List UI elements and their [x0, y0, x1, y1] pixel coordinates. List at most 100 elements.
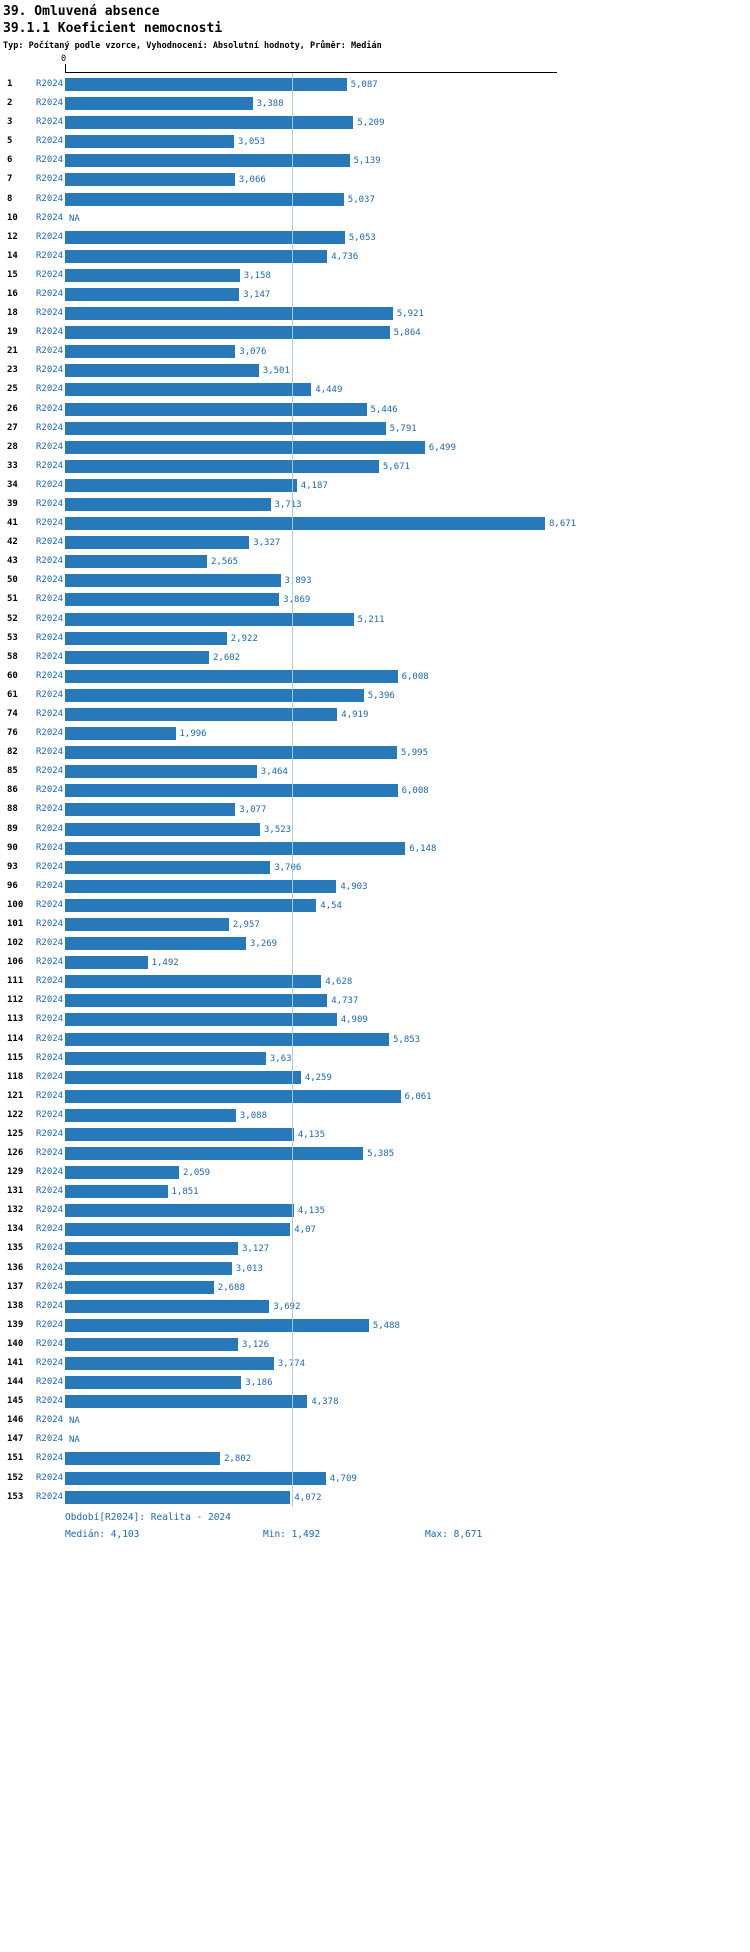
chart-row: 6 R2024 5,139	[0, 151, 750, 170]
legend-period: Období[R2024]: Realita - 2024	[65, 1512, 231, 1523]
row-category-label: 1	[7, 79, 13, 89]
value-label: 6,061	[404, 1091, 432, 1102]
chart-row: 58 R2024 2,602	[0, 648, 750, 667]
series-label: R2024	[36, 556, 64, 567]
value-label: 1,996	[179, 729, 207, 740]
bar	[65, 1051, 266, 1065]
row-category-label: 101	[7, 918, 24, 929]
bar	[65, 1108, 236, 1122]
series-label: R2024	[36, 785, 64, 796]
chart-row: 19 R2024 5,864	[0, 323, 750, 342]
row-category-label: 19	[7, 327, 18, 338]
bar	[65, 421, 386, 435]
bar	[65, 1242, 239, 1256]
row-category-label: 21	[7, 346, 18, 357]
bar	[65, 1127, 294, 1141]
chart-row: 101 R2024 2,957	[0, 915, 750, 934]
chart-row: 5 R2024 3,053	[0, 132, 750, 151]
chart-row: 74 R2024 4,919	[0, 705, 750, 724]
row-category-label: 135	[7, 1243, 24, 1254]
value-label: 3,464	[260, 767, 288, 778]
series-label: R2024	[36, 1377, 64, 1388]
series-label: R2024	[36, 365, 64, 376]
chart-row: 7 R2024 3,066	[0, 170, 750, 189]
bar	[65, 574, 281, 588]
value-label: 2,565	[211, 557, 239, 568]
chart-row: 15 R2024 3,158	[0, 266, 750, 285]
chart-row: 16 R2024 3,147	[0, 285, 750, 304]
row-category-label: 60	[7, 670, 18, 681]
chart-row: 106 R2024 1,492	[0, 953, 750, 972]
chart-row: 118 R2024 4,259	[0, 1068, 750, 1087]
bar	[65, 822, 260, 836]
bar	[65, 1261, 232, 1275]
series-label: R2024	[36, 1148, 64, 1159]
chart-row: 14 R2024 4,736	[0, 247, 750, 266]
value-label: 4,449	[315, 385, 343, 396]
series-label: R2024	[36, 1300, 64, 1311]
row-category-label: 34	[7, 479, 18, 490]
bar	[65, 803, 236, 817]
chart-row: 34 R2024 4,187	[0, 476, 750, 495]
bar	[65, 1185, 168, 1199]
series-label: R2024	[36, 728, 64, 739]
row-category-label: 131	[7, 1186, 24, 1197]
chart-row: 1 R2024 5,087	[0, 75, 750, 94]
row-category-label: 85	[7, 766, 18, 777]
chart-row: 86 R2024 6,008	[0, 781, 750, 800]
value-label: 4,628	[325, 977, 353, 988]
series-label: R2024	[36, 1128, 64, 1139]
row-category-label: 151	[7, 1453, 24, 1464]
series-label: R2024	[36, 1052, 64, 1063]
bar	[65, 154, 350, 168]
bar	[65, 135, 234, 149]
chart-rows: 1 R2024 5,087 2 R2024 3,388 3 R2024 5,209 5 R2024 3…	[0, 75, 750, 1507]
bar	[65, 1070, 301, 1084]
bar	[65, 612, 354, 626]
chart-row: 96 R2024 4,903	[0, 877, 750, 896]
bar	[65, 192, 344, 206]
series-label: R2024	[36, 976, 64, 987]
row-category-label: 115	[7, 1052, 24, 1063]
chart-row: 76 R2024 1,996	[0, 724, 750, 743]
series-label: R2024	[36, 327, 64, 338]
value-label: 2,957	[232, 919, 260, 930]
row-category-label: 132	[7, 1205, 24, 1216]
series-label: R2024	[36, 422, 64, 433]
row-category-label: 113	[7, 1014, 24, 1025]
bar	[65, 956, 148, 970]
value-label: 4,187	[300, 480, 328, 491]
bar	[65, 497, 271, 511]
series-label: R2024	[36, 288, 64, 299]
value-label: 6,008	[401, 786, 429, 797]
value-label: 2,922	[230, 633, 258, 644]
series-label: R2024	[36, 613, 64, 624]
stat-max: Max: 8,671	[425, 1529, 483, 1540]
series-label: R2024	[36, 231, 64, 242]
chart-row: 111 R2024 4,628	[0, 972, 750, 991]
chart-row: 141 R2024 3,774	[0, 1354, 750, 1373]
value-label: 4,378	[311, 1397, 339, 1408]
bar	[65, 249, 328, 263]
series-label: R2024	[36, 1205, 64, 1216]
row-category-label: 137	[7, 1281, 24, 1292]
bar	[65, 1376, 242, 1390]
series-label: R2024	[36, 1434, 64, 1445]
value-label: 6,499	[428, 442, 456, 453]
bar	[65, 631, 227, 645]
chart-row: 33 R2024 5,671	[0, 457, 750, 476]
value-label: 4,737	[331, 996, 359, 1007]
chart-row: 23 R2024 3,501	[0, 361, 750, 380]
bar	[65, 517, 545, 531]
value-label: 4,07	[294, 1225, 316, 1236]
bar	[65, 478, 297, 492]
value-label: 4,903	[340, 881, 368, 892]
series-label: R2024	[36, 98, 64, 109]
bar	[65, 1280, 214, 1294]
row-category-label: 152	[7, 1472, 24, 1483]
bar	[65, 1223, 291, 1237]
value-label: 3,269	[250, 939, 278, 950]
row-category-label: 122	[7, 1109, 24, 1120]
series-label: R2024	[36, 1319, 64, 1330]
series-label: R2024	[36, 460, 64, 471]
